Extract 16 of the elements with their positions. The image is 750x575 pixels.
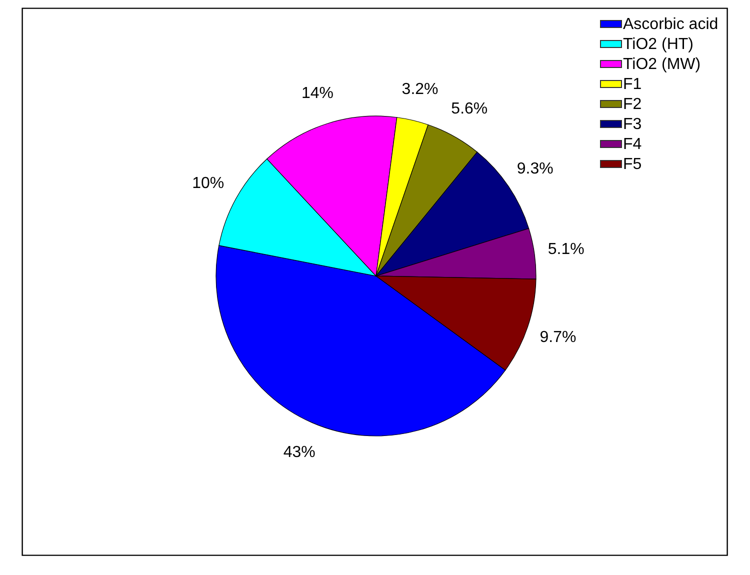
data-label: 5.6% bbox=[451, 100, 488, 118]
legend-label: F3 bbox=[623, 116, 642, 133]
data-label: 9.3% bbox=[516, 160, 554, 178]
legend-label: F1 bbox=[623, 76, 642, 93]
data-label: 10% bbox=[192, 174, 224, 192]
legend-label: F4 bbox=[623, 136, 642, 153]
data-label: 43% bbox=[283, 444, 316, 462]
data-label: 9.7% bbox=[540, 329, 576, 346]
data-label: 14% bbox=[302, 85, 334, 102]
legend-label: Ascorbic acid bbox=[623, 16, 718, 33]
legend-label: TiO2 (MW) bbox=[623, 56, 701, 73]
legend-label: F5 bbox=[623, 156, 642, 173]
legend-label: F2 bbox=[623, 96, 642, 113]
data-label: 5.1% bbox=[548, 240, 584, 258]
legend-label: TiO2 (HT) bbox=[623, 36, 694, 53]
data-label: 3.2% bbox=[402, 81, 438, 98]
